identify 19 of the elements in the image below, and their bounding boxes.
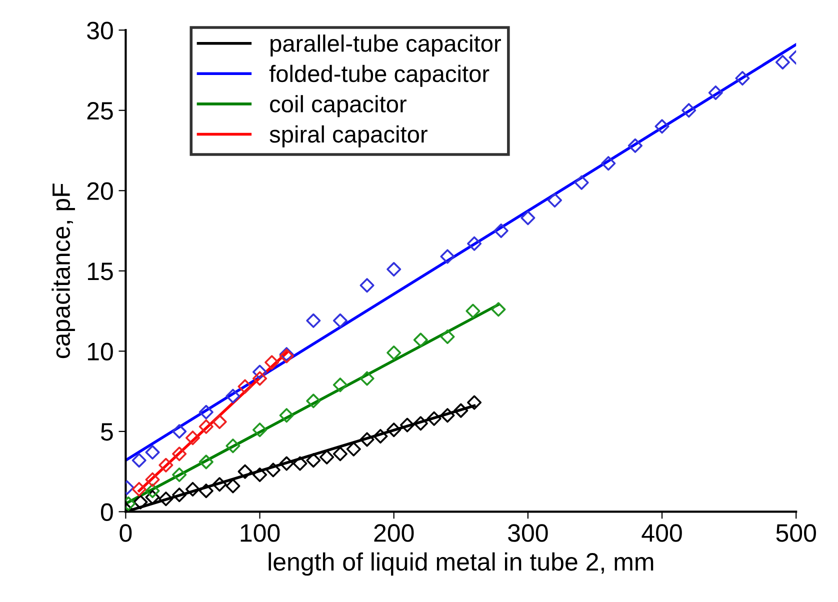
y-tick-label: 10 (88, 342, 113, 360)
y-tick-label: 20 (87, 182, 113, 200)
y-tick-label: 25 (87, 102, 113, 120)
y-tick-label: 30 (87, 22, 113, 40)
x-tick-label: 200 (374, 524, 414, 542)
x-tick-label: 500 (776, 524, 816, 542)
x-tick-label: 300 (508, 524, 548, 542)
x-tick-label: 400 (642, 524, 682, 542)
x-axis-title: length of liquid metal in tube 2, mm (268, 552, 654, 576)
legend-label: coil capacitor (270, 95, 406, 118)
y-tick-label: 0 (100, 503, 113, 522)
legend-label: parallel-tube capacitor (270, 34, 501, 57)
y-tick-label: 15 (88, 262, 113, 280)
x-tick-label: 100 (240, 524, 280, 542)
y-axis-title: capacitance, pF (52, 184, 75, 358)
y-tick-label: 5 (100, 423, 113, 441)
legend-label: folded-tube capacitor (269, 64, 490, 87)
legend-label: spiral capacitor (270, 125, 428, 148)
x-tick-label: 0 (120, 524, 132, 542)
